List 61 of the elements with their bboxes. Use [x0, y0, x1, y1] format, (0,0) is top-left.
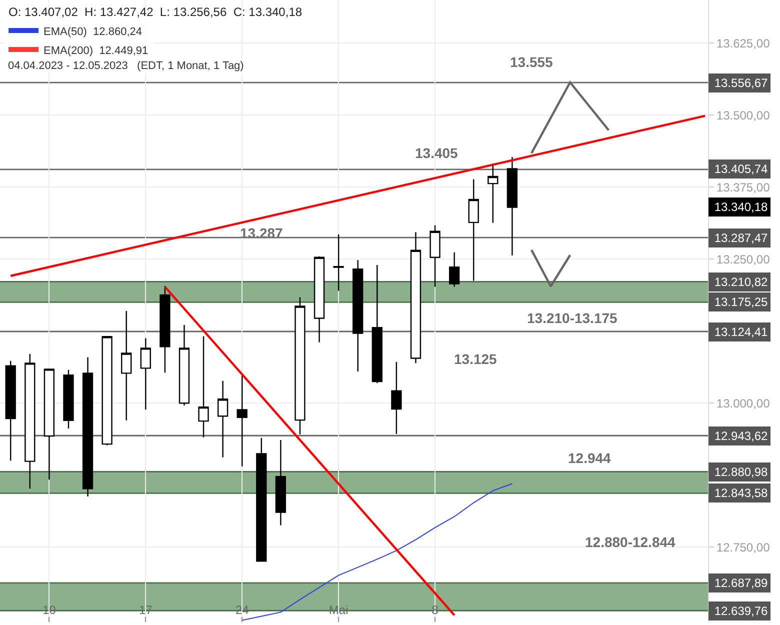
ref-line-label: 13.405,74	[711, 162, 768, 176]
candlestick	[5, 360, 16, 462]
annotation: 13.287	[240, 225, 284, 241]
text: 13.340,18	[711, 200, 768, 214]
candlestick	[468, 178, 479, 282]
x-tick-label: 10	[42, 603, 56, 617]
ref-line-label: 13.556,67	[711, 76, 768, 90]
y-tick-label: 13.000,00	[716, 396, 770, 410]
legend-label: EMA(200) 12.449,91	[44, 44, 148, 57]
ref-line-label: 12.687,89	[711, 576, 768, 590]
ref-line-label: 12.943,62	[711, 429, 768, 443]
candlestick	[448, 252, 460, 288]
ref-line-label: 13.124,41	[711, 325, 768, 339]
candlestick	[217, 380, 228, 458]
x-tick-label: 8	[432, 603, 439, 617]
annotation: 13.405	[415, 145, 458, 161]
candlestick	[391, 361, 402, 435]
x-tick-label: 24	[235, 603, 250, 617]
candlestick	[256, 437, 267, 562]
annotation: 12.880-12.844	[585, 534, 676, 550]
candlestick	[488, 162, 498, 224]
candlestick	[121, 310, 132, 422]
text: 04.04.2023 - 12.05.2023 (EDT, 1 Monat, 1 Tag)	[8, 60, 244, 72]
candlestick	[294, 296, 306, 436]
ref-line-label: 12.639,76	[711, 604, 768, 618]
y-tick-label: 12.750,00	[716, 540, 770, 554]
x-tick-label: 17	[138, 603, 153, 617]
candlestick	[275, 439, 286, 526]
candlestick	[372, 264, 382, 384]
y-tick-label: 13.250,00	[716, 252, 770, 266]
annotation: 13.555	[510, 54, 554, 70]
candlestick	[314, 256, 325, 343]
candlestick	[82, 356, 94, 497]
candlestick	[102, 336, 112, 446]
ref-line-label: 13.287,47	[711, 231, 768, 245]
candlestick	[236, 374, 248, 467]
candlestick	[44, 368, 55, 480]
candlestick	[63, 369, 74, 430]
candlestick	[410, 232, 422, 364]
y-tick-label: 13.500,00	[716, 108, 770, 122]
ref-line-label: 13.210,82	[711, 275, 768, 289]
candlestick	[160, 285, 170, 374]
text: O: 13.407,02 H: 13.427,42 L: 13.256,56 C: 13.340,18	[8, 5, 302, 20]
candlestick	[506, 156, 518, 256]
annotation: 12.944	[568, 450, 612, 466]
y-tick-label: 13.625,00	[716, 36, 770, 50]
candlestick	[198, 336, 209, 438]
legend-label: EMA(50) 12.860,24	[44, 26, 142, 38]
x-tick-label: Mai	[328, 603, 348, 617]
candlestick	[178, 324, 190, 406]
annotation: 13.125	[454, 351, 498, 367]
y-tick-label: 13.375,00	[716, 180, 770, 194]
candlestick	[352, 259, 364, 372]
annotation: 13.210-13.175	[527, 310, 618, 326]
ref-line-label: 13.175,25	[711, 295, 768, 309]
candlestick	[430, 224, 440, 288]
candlestick	[24, 353, 36, 490]
candlestick	[140, 338, 151, 410]
ref-line-label: 12.843,58	[711, 486, 768, 500]
ref-line-label: 12.880,98	[711, 465, 768, 479]
candlestick	[333, 234, 344, 292]
